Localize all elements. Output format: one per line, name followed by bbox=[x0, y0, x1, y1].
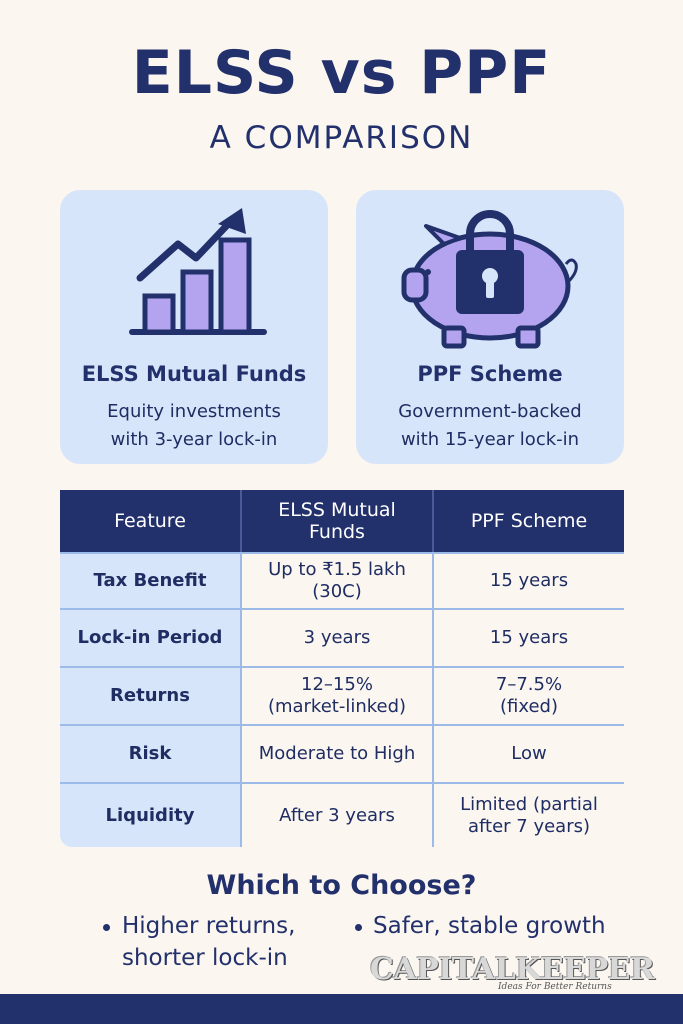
table-cell: 12–15% (market-linked) bbox=[240, 668, 432, 724]
elss-card: ELSS Mutual Funds Equity investments wit… bbox=[60, 190, 328, 464]
logo-name: CAPITALKEEPER bbox=[370, 952, 655, 987]
table-cell: Moderate to High bbox=[240, 726, 432, 782]
ppf-card-title: PPF Scheme bbox=[417, 362, 563, 386]
table-cell: Lock-in Period bbox=[60, 610, 240, 666]
elss-card-title: ELSS Mutual Funds bbox=[81, 362, 307, 386]
bullet-dot-icon bbox=[103, 924, 110, 931]
table-cell: Tax Benefit bbox=[60, 554, 240, 608]
table-cell: 15 years bbox=[432, 554, 624, 608]
table-header-cell: PPF Scheme bbox=[432, 490, 624, 552]
table-cell: 7–7.5% (fixed) bbox=[432, 668, 624, 724]
table-cell: Up to ₹1.5 lakh (30C) bbox=[240, 554, 432, 608]
table-header-cell: Feature bbox=[114, 510, 186, 532]
table-cell: 15 years bbox=[432, 610, 624, 666]
table-cell: Limited (partial after 7 years) bbox=[432, 784, 624, 847]
page-subtitle: A COMPARISON bbox=[209, 120, 474, 156]
page-title: ELSS vs PPF bbox=[131, 38, 552, 108]
table-row: Tax Benefit Up to ₹1.5 lakh (30C) 15 yea… bbox=[60, 552, 624, 608]
table-row: Returns 12–15% (market-linked) 7–7.5% (f… bbox=[60, 666, 624, 724]
comparison-table: Feature ELSS Mutual Funds PPF Scheme Tax… bbox=[60, 490, 624, 847]
choose-heading: Which to Choose? bbox=[206, 870, 477, 901]
table-cell: Returns bbox=[60, 668, 240, 724]
table-cell: Risk bbox=[60, 726, 240, 782]
table-header-row: Feature ELSS Mutual Funds PPF Scheme bbox=[60, 490, 624, 552]
bar-chart-arrow-icon bbox=[129, 208, 267, 335]
piggy-bank-lock-icon bbox=[401, 210, 578, 349]
logo-tagline: Ideas For Better Returns bbox=[498, 982, 612, 992]
table-row: Liquidity After 3 years Limited (partial… bbox=[60, 782, 624, 847]
table-header-cell: ELSS Mutual Funds bbox=[240, 490, 432, 552]
capitalkeeper-logo: CAPITALKEEPER Ideas For Better Returns bbox=[370, 952, 655, 992]
ppf-card: PPF Scheme Government-backed with 15-yea… bbox=[356, 190, 624, 464]
ppf-card-desc: Government-backed with 15-year lock-in bbox=[398, 401, 582, 450]
table-cell: After 3 years bbox=[240, 784, 432, 847]
table-row: Risk Moderate to High Low bbox=[60, 724, 624, 782]
table-cell: 3 years bbox=[240, 610, 432, 666]
table-row: Lock-in Period 3 years 15 years bbox=[60, 608, 624, 666]
elss-card-desc: Equity investments with 3-year lock-in bbox=[107, 401, 281, 450]
choose-elss-bullet: Higher returns, shorter lock-in bbox=[122, 913, 296, 971]
bullet-dot-icon bbox=[355, 924, 362, 931]
table-cell: Liquidity bbox=[60, 784, 240, 847]
table-cell: Low bbox=[432, 726, 624, 782]
choose-ppf-bullet: Safer, stable growth bbox=[373, 913, 606, 939]
footer-bar bbox=[0, 994, 683, 1024]
